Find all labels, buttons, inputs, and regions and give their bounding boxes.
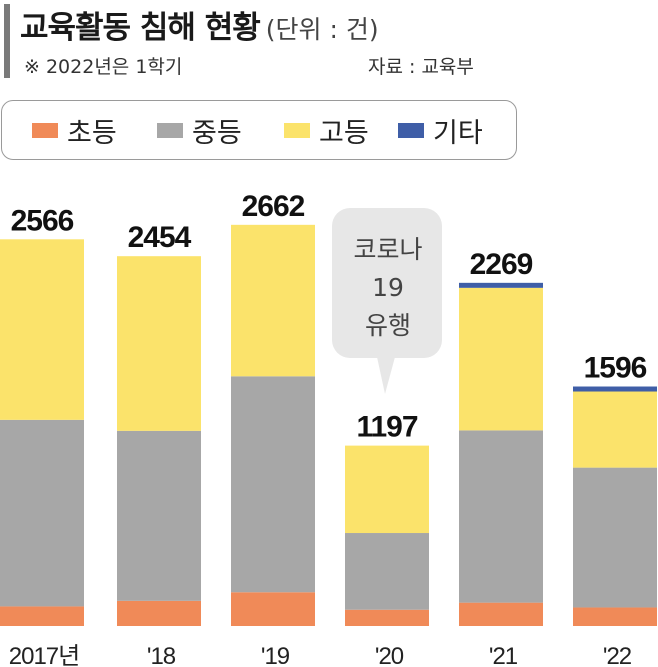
legend-swatch-high (284, 122, 310, 138)
legend-label-other: 기타 (433, 117, 483, 149)
legend-label-high: 고등 (319, 117, 369, 149)
category-label-2: '19 (261, 643, 290, 667)
unit-text: (단위 : 건) (265, 15, 379, 44)
bar-middle-0 (0, 419, 84, 607)
labels-group: 2566 2017년 2454 '18 2662 '19 1197 '20 2269 '21 159… (9, 190, 648, 667)
total-label-1: 2454 (128, 221, 192, 254)
bar-elementary-3 (345, 609, 429, 626)
title-text: 교육활동 침해 현황 (20, 10, 261, 46)
callout-bubble (332, 208, 442, 358)
legend-label-elementary: 초등 (67, 117, 117, 149)
category-label-0: 2017년 (9, 643, 79, 667)
bar-middle-1 (117, 430, 201, 601)
category-label-1: '18 (147, 643, 176, 667)
bar-middle-4 (459, 430, 543, 603)
bar-middle-2 (231, 376, 315, 593)
legend-item-other: 기타 (398, 117, 483, 149)
legend-item-high: 고등 (284, 117, 369, 149)
callout-line-2: 유행 (365, 311, 411, 340)
total-label-5: 1596 (584, 352, 647, 385)
bar-high-0 (0, 239, 84, 420)
category-label-3: '20 (375, 643, 404, 667)
bar-elementary-4 (459, 602, 543, 626)
bar-elementary-1 (117, 600, 201, 626)
title-accent-bar (4, 4, 10, 78)
legend: 초등 중등 고등 기타 (1, 100, 517, 160)
legend-item-middle: 중등 (157, 117, 242, 149)
total-label-4: 2269 (470, 248, 533, 281)
chart-title: 교육활동 침해 현황 (단위 : 건) (20, 2, 379, 47)
legend-swatch-elementary (32, 122, 58, 138)
legend-label-middle: 중등 (192, 117, 242, 149)
total-label-2: 2662 (242, 190, 305, 223)
total-label-0: 2566 (11, 204, 74, 237)
bar-high-5 (573, 391, 657, 468)
callout-line-1: 19 (372, 273, 404, 302)
bar-elementary-2 (231, 592, 315, 626)
bar-middle-3 (345, 533, 429, 610)
category-label-4: '21 (489, 643, 518, 667)
bar-high-2 (231, 224, 315, 377)
callout-pointer (377, 357, 395, 394)
callout-line-0: 코로나 (353, 235, 422, 264)
bar-elementary-0 (0, 606, 84, 626)
legend-swatch-middle (157, 122, 183, 138)
source-label: 자료 : 교육부 (368, 56, 474, 78)
bar-high-3 (345, 445, 429, 534)
bar-other-5 (573, 386, 657, 392)
bar-high-4 (459, 287, 543, 431)
bars-group (0, 224, 657, 626)
total-label-3: 1197 (356, 411, 417, 444)
category-label-5: '22 (603, 643, 632, 667)
bar-elementary-5 (573, 607, 657, 626)
bar-middle-5 (573, 467, 657, 608)
bar-high-1 (117, 256, 201, 431)
footnote: ※ 2022년은 1학기 (24, 56, 183, 78)
legend-item-elementary: 초등 (32, 117, 117, 149)
legend-swatch-other (398, 122, 424, 138)
bar-other-4 (459, 282, 543, 288)
covid-callout: 코로나 19 유행 (332, 208, 442, 394)
